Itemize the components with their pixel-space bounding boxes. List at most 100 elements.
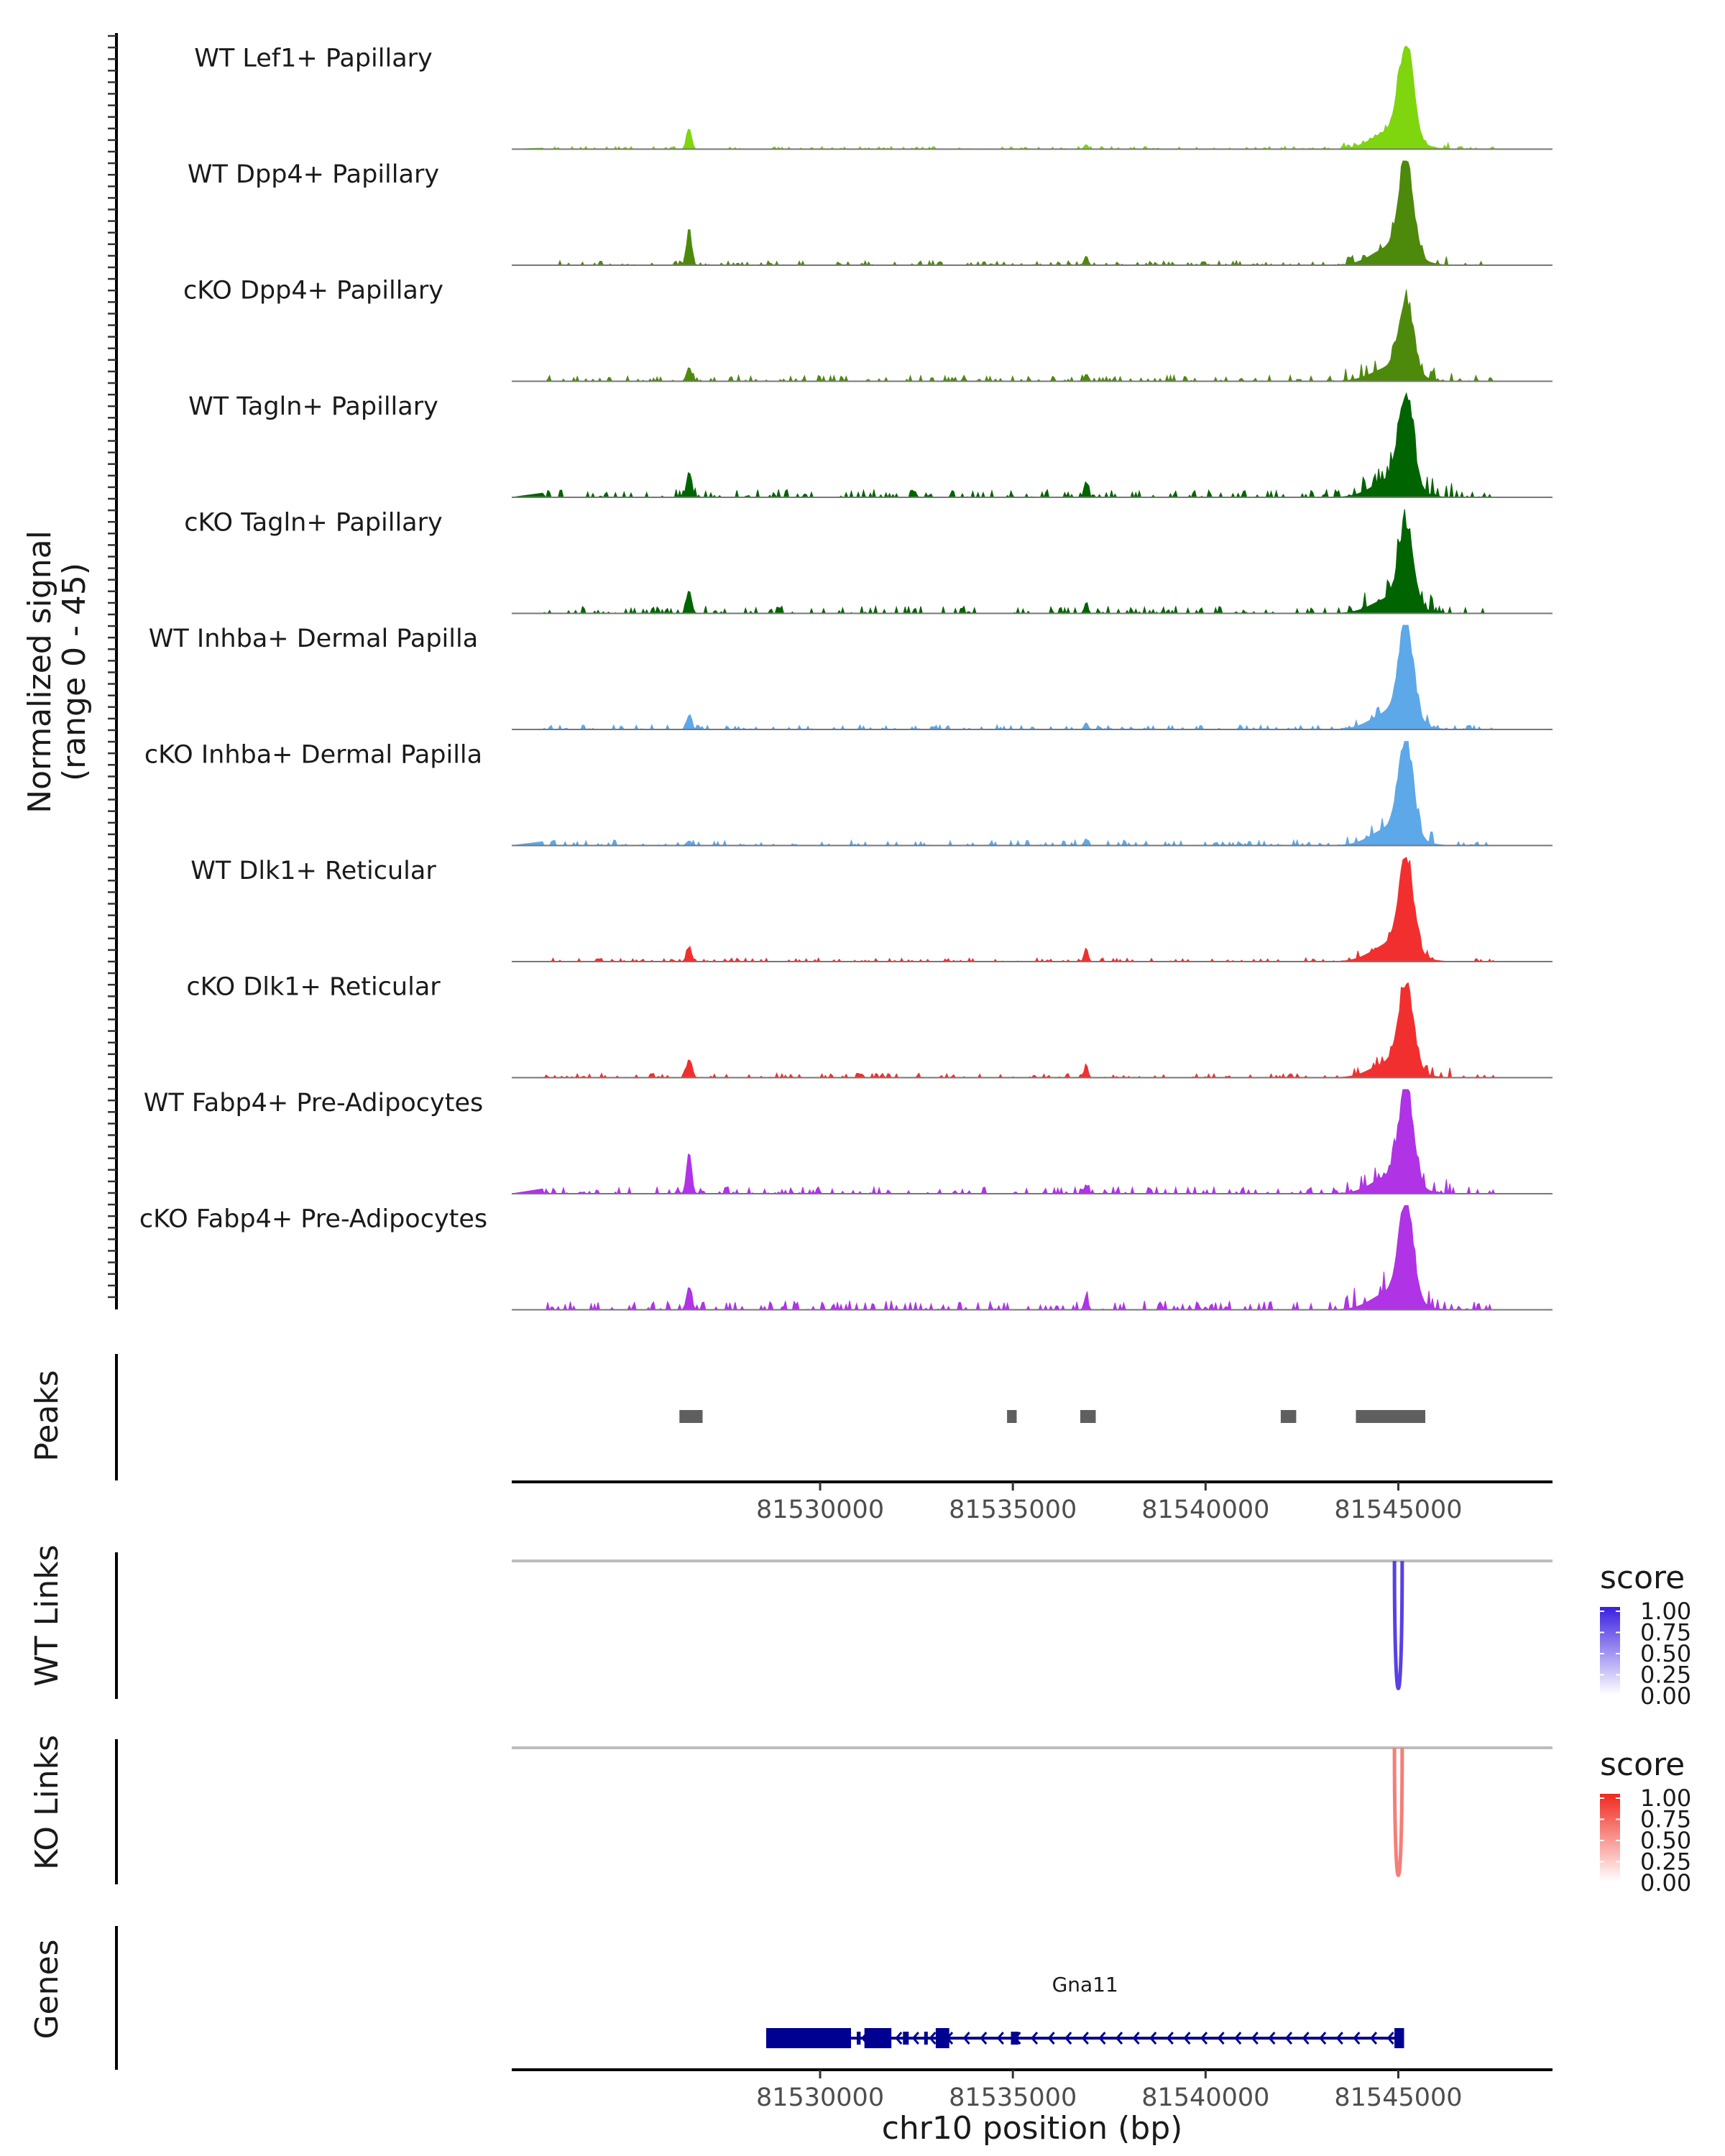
coverage-track-4: WT Tagln+ Papillary (188, 392, 1552, 499)
strand-arrow (1200, 2032, 1208, 2045)
coverage-y-ticks (108, 34, 116, 1299)
coverage-track-5: cKO Tagln+ Papillary (184, 509, 1552, 615)
coverage-axis-title-range: (range 0 - 45) (56, 563, 93, 781)
gene-exon (924, 2032, 928, 2045)
coverage-area (512, 1205, 1495, 1312)
ko-legend-title: score (1600, 1746, 1685, 1783)
coverage-area (512, 625, 1495, 731)
coverage-track-9: cKO Dlk1+ Reticular (186, 973, 1552, 1079)
legend-tick-label: 1.00 (1640, 1784, 1691, 1812)
wt-link-arc (1392, 1560, 1404, 1690)
coverage-axis-title: Normalized signal (range 0 - 45) (22, 530, 93, 814)
coverage-track-label: cKO Dlk1+ Reticular (186, 973, 441, 1002)
x-tick-label: 81540000 (1141, 1496, 1269, 1524)
coverage-area (511, 740, 1495, 847)
x-tick-label: 81535000 (949, 1496, 1077, 1524)
strand-arrow (1031, 2032, 1039, 2045)
strand-arrow (1064, 2032, 1072, 2045)
strand-arrow (1353, 2032, 1361, 2045)
gene-model (765, 2028, 1404, 2048)
strand-arrow (1284, 2032, 1293, 2045)
strand-arrow (1098, 2032, 1106, 2045)
coverage-area (512, 857, 1496, 963)
strand-arrow (962, 2032, 970, 2045)
coverage-area (511, 1089, 1496, 1195)
strand-arrow (1386, 2032, 1394, 2045)
coverage-track-2: WT Dpp4+ Papillary (188, 160, 1552, 267)
wt-legend-colorbar (1600, 1607, 1620, 1695)
x-tick-label: 81540000 (1141, 2083, 1269, 2112)
strand-arrow (1217, 2032, 1225, 2045)
legend-tick-label: 0.25 (1640, 1662, 1691, 1689)
peaks-track (679, 1410, 1425, 1423)
coverage-axis-title-main: Normalized signal (22, 530, 58, 814)
coverage-track-7: cKO Inhba+ Dermal Papilla (144, 740, 1552, 847)
strand-arrow (1319, 2032, 1327, 2045)
legend-tick-label: 0.75 (1640, 1619, 1691, 1646)
strand-arrow (1183, 2032, 1191, 2045)
coverage-track-label: WT Lef1+ Papillary (194, 45, 433, 73)
coverage-track-label: WT Dlk1+ Reticular (190, 857, 436, 885)
coverage-track-label: WT Fabp4+ Pre-Adipocytes (144, 1089, 483, 1118)
legend-tick-label: 1.00 (1640, 1598, 1691, 1625)
strand-arrow (1251, 2032, 1259, 2045)
peak-region (679, 1410, 703, 1423)
gene-name-label: Gna11 (1052, 1973, 1118, 1996)
peak-region (1080, 1410, 1096, 1423)
coverage-track-label: cKO Fabp4+ Pre-Adipocytes (139, 1205, 487, 1234)
peak-region (1356, 1410, 1425, 1423)
coverage-track-11: cKO Fabp4+ Pre-Adipocytes (139, 1205, 1552, 1312)
coverage-track-label: WT Dpp4+ Papillary (188, 160, 439, 189)
strand-arrow (1268, 2032, 1276, 2045)
x-tick-label: 81545000 (1334, 2083, 1462, 2112)
genes-panel-title: Genes (29, 1939, 65, 2039)
coverage-track-3: cKO Dpp4+ Papillary (183, 277, 1552, 383)
coverage-area (512, 982, 1496, 1079)
legend-tick-label: 0.50 (1640, 1827, 1691, 1854)
legend-tick-label: 0.50 (1640, 1640, 1691, 1667)
legend-tick-label: 0.75 (1640, 1806, 1691, 1833)
gene-exon (1011, 2032, 1019, 2045)
peaks-x-ticks: 81530000 81535000 81540000 81545000 (756, 1482, 1463, 1524)
peak-region (1280, 1410, 1297, 1423)
coverage-area (512, 289, 1495, 383)
gene-exon (903, 2032, 909, 2045)
wt-score-legend: score 1.000.750.500.250.00 (1600, 1560, 1691, 1710)
strand-arrow (1234, 2032, 1242, 2045)
coverage-area (511, 392, 1495, 499)
legend-tick-label: 0.00 (1640, 1682, 1691, 1710)
strand-arrow (1132, 2032, 1140, 2045)
coverage-area (511, 45, 1496, 150)
ko-links-panel-title: KO Links (29, 1735, 65, 1870)
strand-arrow (929, 2032, 937, 2045)
x-tick-label: 81530000 (756, 2083, 884, 2112)
coverage-track-label: cKO Inhba+ Dermal Papilla (144, 741, 482, 770)
strand-arrow (1166, 2032, 1174, 2045)
coverage-tracks: WT Lef1+ Papillary WT Dpp4+ Papillary cKO … (139, 45, 1552, 1312)
coverage-track-10: WT Fabp4+ Pre-Adipocytes (144, 1089, 1552, 1195)
coverage-track-6: WT Inhba+ Dermal Papilla (149, 625, 1552, 731)
x-tick-label: 81535000 (949, 2083, 1077, 2112)
gene-exon (864, 2028, 892, 2048)
strand-arrow (895, 2032, 903, 2045)
coverage-area (512, 509, 1495, 615)
x-tick-label: 81545000 (1334, 1496, 1462, 1524)
strand-arrow (1081, 2032, 1089, 2045)
strand-arrow (980, 2032, 988, 2045)
legend-tick-label: 0.00 (1640, 1869, 1691, 1897)
wt-links-panel-title: WT Links (29, 1544, 65, 1686)
gene-exon (766, 2028, 851, 2048)
coverage-track-1: WT Lef1+ Papillary (194, 45, 1552, 150)
strand-arrow (996, 2032, 1004, 2045)
strand-arrow (1369, 2032, 1378, 2045)
x-axis-title: chr10 position (bp) (882, 2110, 1183, 2147)
coverage-track-label: WT Tagln+ Papillary (188, 392, 438, 421)
strand-arrow (1335, 2032, 1343, 2045)
ko-legend-colorbar (1600, 1794, 1620, 1881)
ko-link-arc (1392, 1747, 1404, 1877)
coverage-area (512, 160, 1495, 267)
coverage-track-8: WT Dlk1+ Reticular (190, 857, 1552, 963)
legend-tick-label: 0.25 (1640, 1848, 1691, 1876)
gene-exon (1394, 2028, 1404, 2048)
